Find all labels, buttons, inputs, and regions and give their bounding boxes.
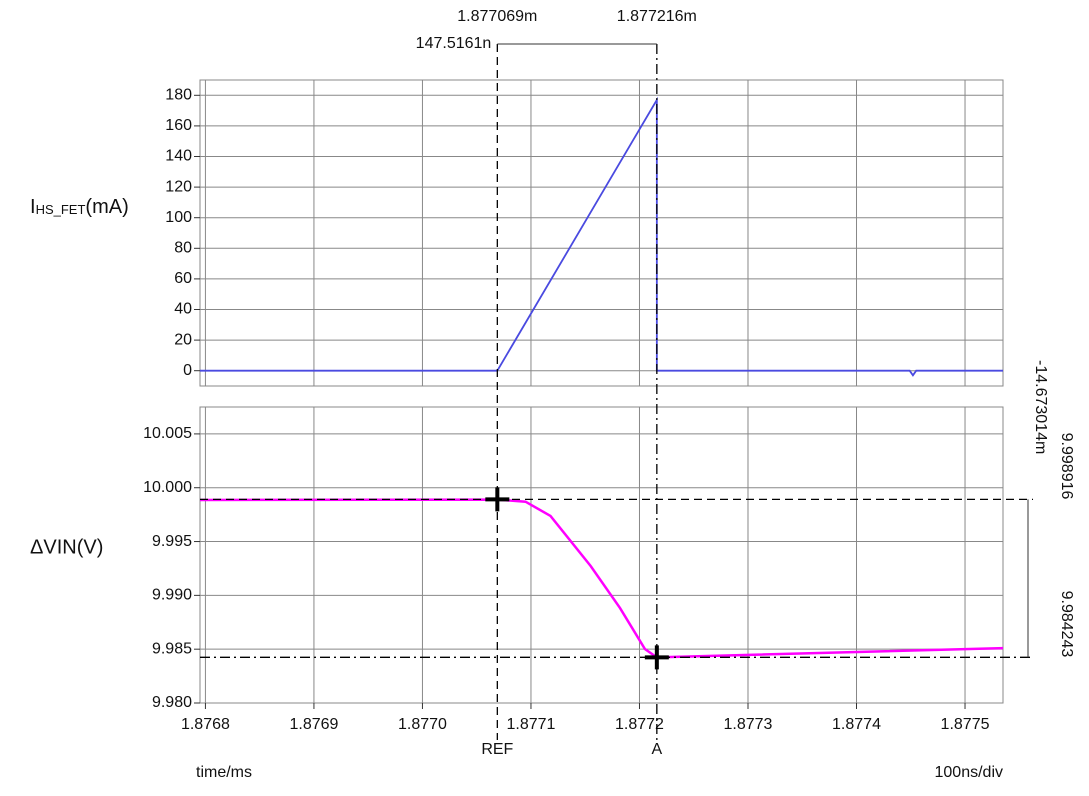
y-axis-label: ΔVIN(V): [30, 536, 103, 558]
cursor-cross: [485, 487, 510, 512]
y-tick-label: 9.980: [152, 694, 192, 711]
y-tick-label: 120: [165, 178, 192, 195]
x-tick-label: 1.8770: [398, 716, 447, 733]
delta-label: -14.673014m: [1032, 360, 1049, 454]
y-label-unit: (mA): [85, 196, 128, 218]
cursor-name: REF: [481, 741, 513, 758]
delta-label: 147.5161n: [416, 35, 492, 52]
plot-area: [199, 79, 1004, 387]
y-axis-label: IHS_FET(mA): [30, 196, 129, 218]
x-tick-label: 1.8773: [724, 716, 773, 733]
cursor-cross: [644, 645, 669, 670]
x-tick-label: 1.8771: [506, 716, 555, 733]
y-tick-label: 60: [174, 270, 192, 287]
cursor-name: A: [652, 741, 663, 758]
y-tick-label: 80: [174, 240, 192, 257]
plot-area: [199, 406, 1004, 704]
y-tick-label: 20: [174, 331, 192, 348]
x-axis-label: time/ms: [196, 764, 252, 781]
y-tick-label: 40: [174, 301, 192, 318]
trace: [200, 96, 1003, 377]
cursor-value: 9.984243: [1058, 591, 1075, 658]
cursor-value: 1.877216m: [617, 8, 697, 25]
y-tick-label: 9.990: [152, 587, 192, 604]
y-tick-label: 10.005: [143, 425, 192, 442]
x-tick-label: 1.8774: [832, 716, 881, 733]
x-tick-label: 1.8769: [289, 716, 338, 733]
y-label-sub: HS_FET: [36, 202, 86, 217]
y-tick-label: 160: [165, 117, 192, 134]
y-label-main: I: [30, 196, 36, 218]
y-tick-label: 9.995: [152, 533, 192, 550]
x-tick-label: 1.8775: [941, 716, 990, 733]
y-tick-label: 140: [165, 148, 192, 165]
y-tick-label: 180: [165, 87, 192, 104]
cursor-value: 1.877069m: [457, 8, 537, 25]
x-scale-label: 100ns/div: [935, 764, 1004, 781]
cursor-value: 9.998916: [1058, 433, 1075, 500]
y-tick-label: 100: [165, 209, 192, 226]
x-tick-label: 1.8768: [181, 716, 230, 733]
y-tick-label: 9.985: [152, 640, 192, 657]
y-tick-label: 10.000: [143, 479, 192, 496]
x-tick-label: 1.8772: [615, 716, 664, 733]
y-tick-label: 0: [183, 362, 192, 379]
